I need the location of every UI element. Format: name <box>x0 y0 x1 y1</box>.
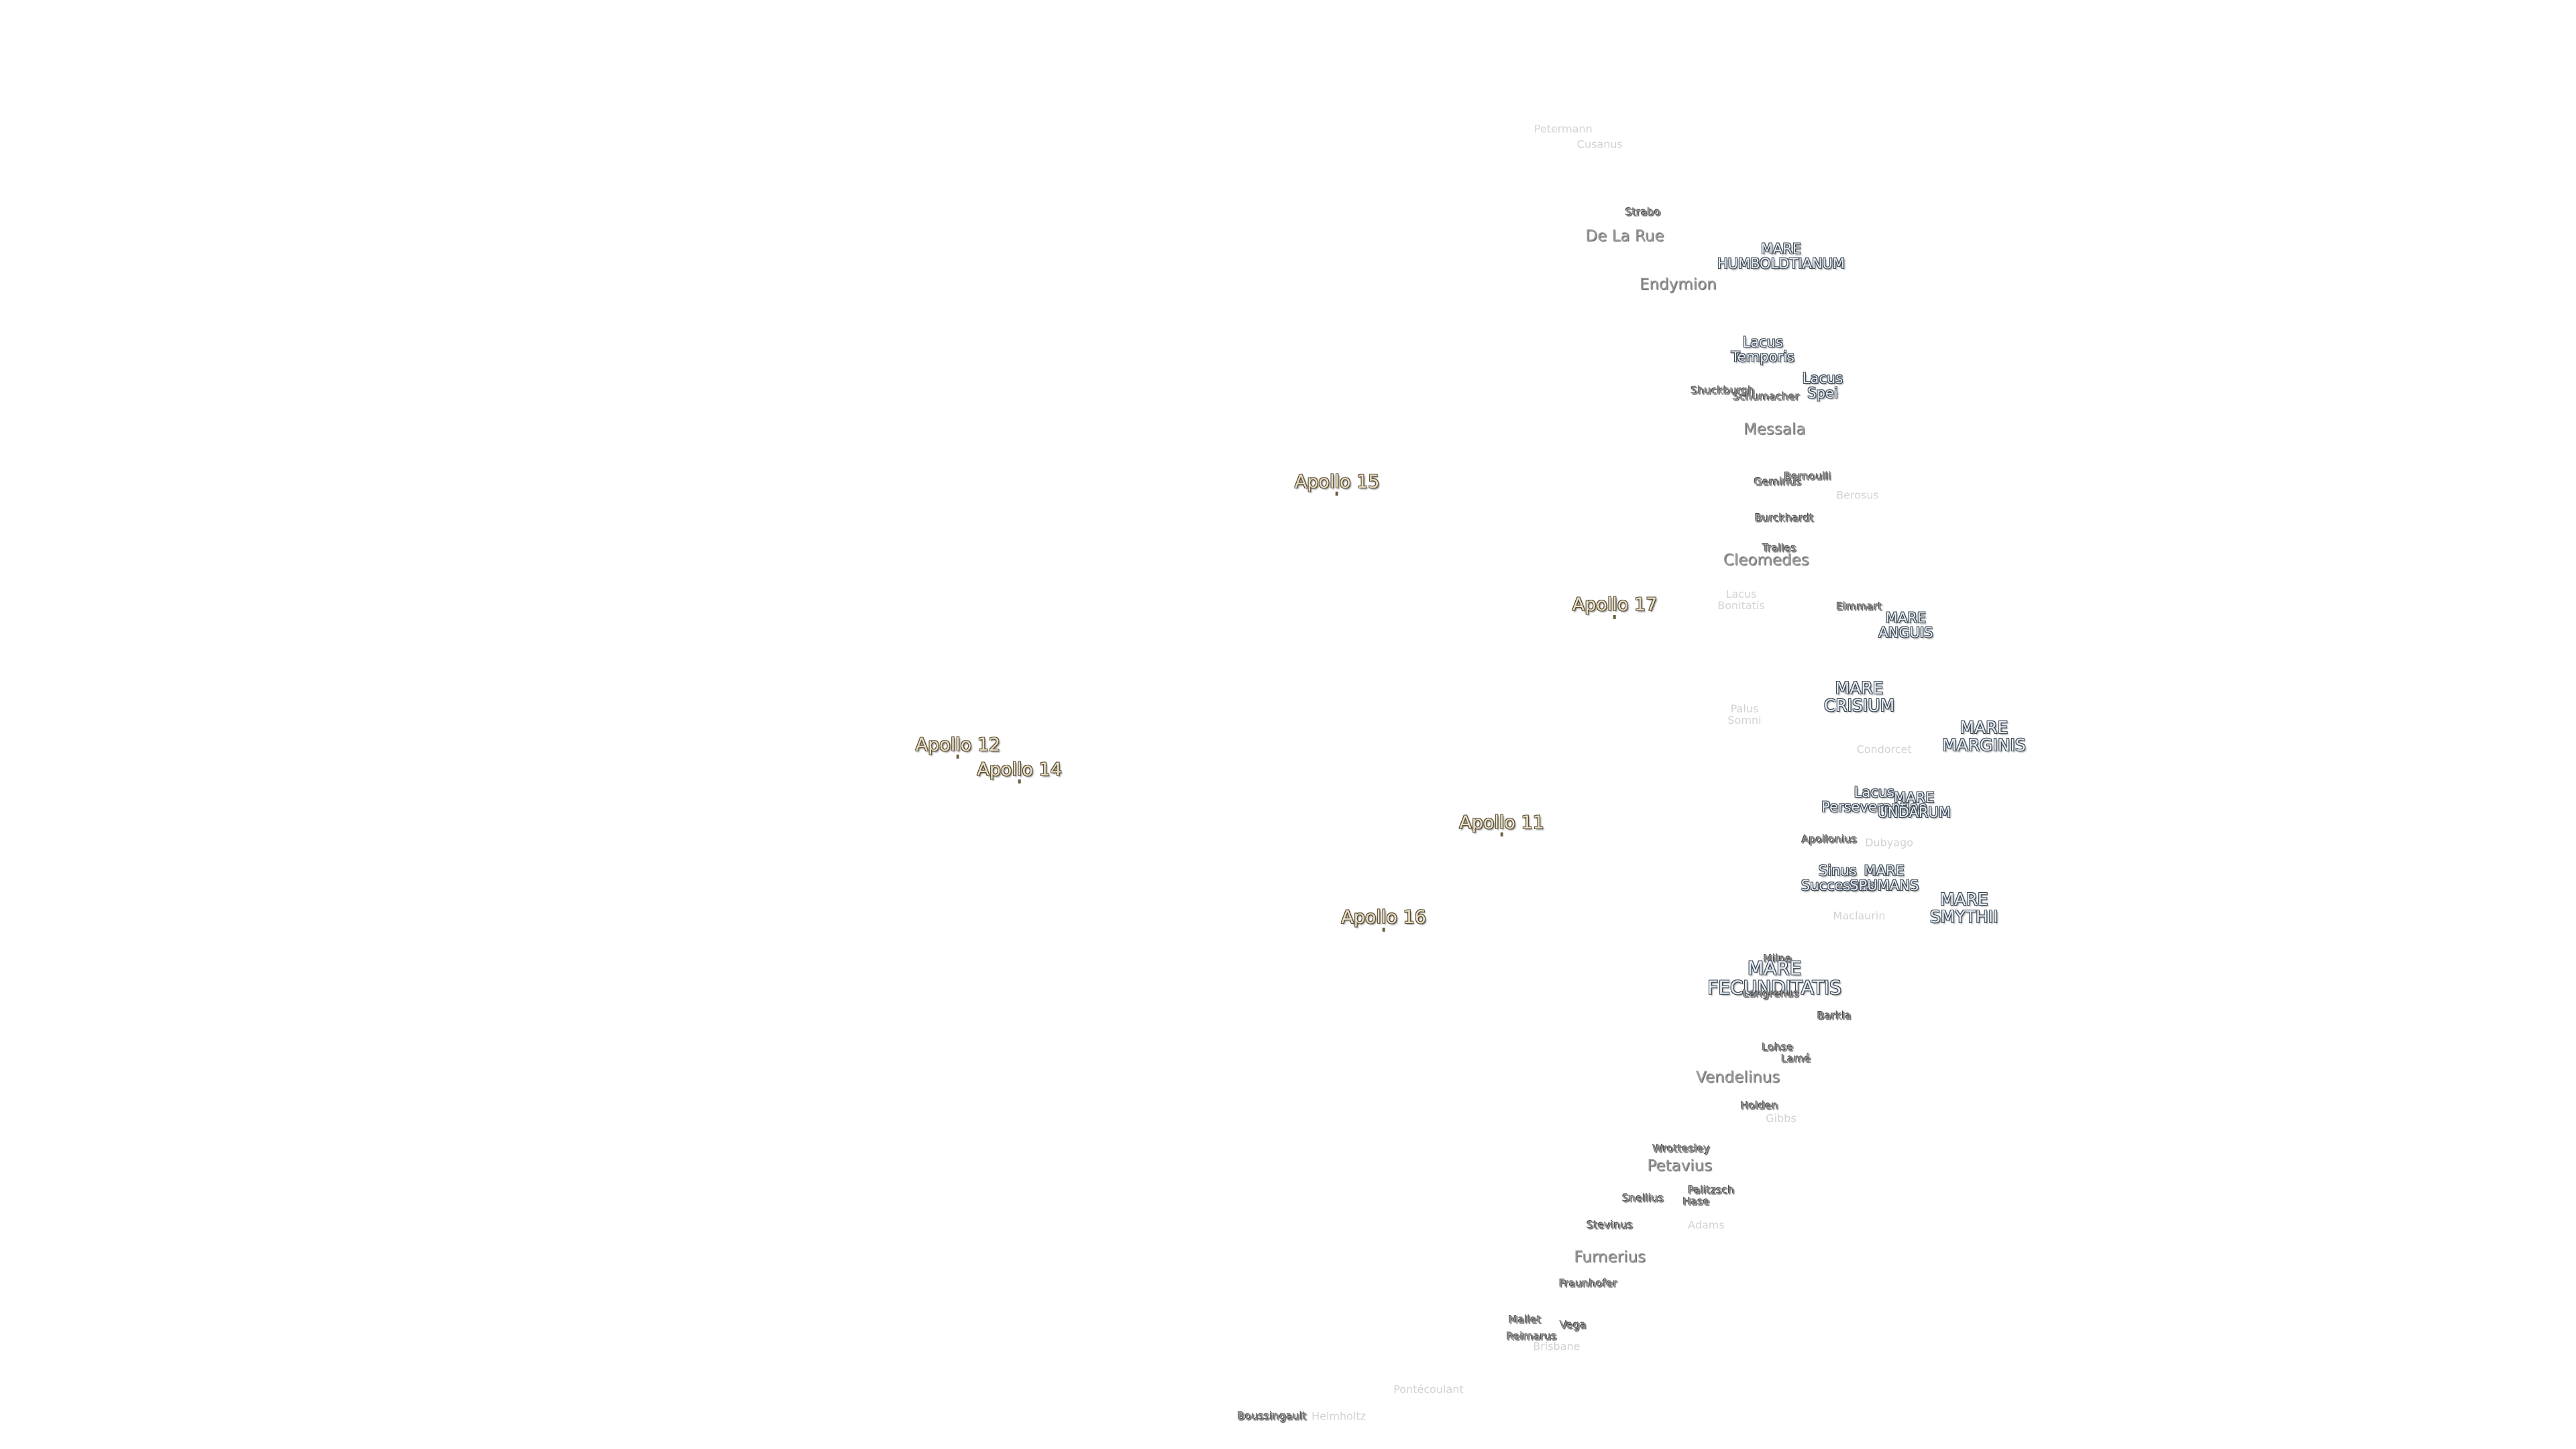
landing-site-label: Apollo 14 <box>977 759 1062 780</box>
mare-label: MARE ANGUIS <box>1878 610 1933 640</box>
label-line: HUMBOLDTIANUM <box>1717 255 1845 272</box>
mare-label: MARE SPUMANS <box>1849 863 1919 893</box>
label-line: Temporis <box>1731 348 1794 365</box>
crater-label: De La Rue <box>1585 227 1664 245</box>
label-line: MARE <box>1835 678 1884 698</box>
label-line: SMYTHII <box>1929 906 1998 926</box>
crater-label: Boussingault <box>1237 1409 1307 1423</box>
label-line: FECUNDITATIS <box>1707 976 1841 999</box>
crater-label: Dubyago <box>1865 836 1914 849</box>
label-line: Successus <box>1801 877 1874 894</box>
label-line: MARE <box>1894 789 1935 806</box>
crater-label: Lamé <box>1781 1052 1811 1065</box>
crater-label: Wrottesley <box>1652 1142 1711 1155</box>
label-line: Lacus <box>1854 784 1895 801</box>
landing-site-label: Apollo 12 <box>915 734 1001 755</box>
crater-label: Brisbane <box>1533 1340 1580 1353</box>
label-line: MARE <box>1885 610 1927 627</box>
crater-label: Cleomedes <box>1723 551 1809 570</box>
label-line: CRISIUM <box>1823 695 1895 715</box>
crater-label: Apollonius <box>1801 833 1858 846</box>
label-line: Lacus <box>1725 588 1757 601</box>
label-line: Bonitatis <box>1717 598 1765 612</box>
crater-label: Snellius <box>1622 1191 1664 1205</box>
landing-site-label: Apollo 16 <box>1341 907 1426 928</box>
mare-label: MARE SMYTHII <box>1930 890 1998 926</box>
crater-label: Petermann <box>1534 122 1593 136</box>
mare-label: MARE HUMBOLDTIANUM <box>1717 241 1845 271</box>
crater-label: Shuckburgh <box>1690 384 1755 397</box>
label-line: Perseverantiae <box>1821 799 1927 816</box>
crater-label: Burckhardt <box>1754 512 1814 525</box>
landing-site-label: Apollo 15 <box>1294 471 1380 492</box>
crater-label: Stevinus <box>1587 1218 1633 1232</box>
label-line: ANGUIS <box>1878 625 1933 641</box>
landing-site-label: Apollo 11 <box>1459 812 1544 833</box>
crater-label: Geminus <box>1754 475 1802 488</box>
crater-label: Berosus <box>1836 488 1879 502</box>
label-line: MARE <box>1760 240 1802 257</box>
crater-label: Strabo <box>1625 205 1661 219</box>
crater-label: Messala <box>1743 420 1806 438</box>
mare-label: MARE UNDARUM <box>1878 790 1951 820</box>
label-line: Lacus <box>1802 370 1843 387</box>
mare-label: Sinus Successus <box>1801 863 1874 893</box>
crater-label: Langrenus <box>1743 987 1799 1001</box>
mare-label: MARE CRISIUM <box>1824 679 1894 714</box>
crater-label: Mallet <box>1508 1313 1542 1326</box>
crater-label: Lohse <box>1762 1040 1794 1054</box>
crater-label: Cusanus <box>1576 138 1623 151</box>
mare-label: MARE MARGINIS <box>1942 717 2026 755</box>
crater-label: Fraunhofer <box>1559 1277 1617 1290</box>
label-line: MARGINIS <box>1942 735 2026 755</box>
label-line: Sinus <box>1818 862 1857 879</box>
crater-label: Lacus Bonitatis <box>1717 588 1765 612</box>
crater-label: Vendelinus <box>1695 1069 1780 1087</box>
mare-label: Lacus Temporis <box>1731 333 1794 365</box>
crater-label: Helmholtz <box>1311 1409 1366 1423</box>
crater-label: Endymion <box>1639 275 1717 293</box>
label-line: Palus <box>1730 702 1759 716</box>
crater-label: Hase <box>1682 1195 1710 1208</box>
label-line: UNDARUM <box>1877 804 1951 820</box>
label-line: MARE <box>1939 889 1988 909</box>
mare-label: Lacus Perseverantiae <box>1821 785 1927 814</box>
mare-label: MARE FECUNDITATIS <box>1707 958 1841 998</box>
landing-site-label: Apollo 17 <box>1572 594 1658 616</box>
crater-label: Reimarus <box>1506 1330 1557 1343</box>
crater-label: Maclaurin <box>1833 909 1886 922</box>
crater-label: Adams <box>1688 1218 1725 1232</box>
label-line: MARE <box>1960 717 2008 737</box>
crater-label: Vega <box>1560 1318 1587 1332</box>
crater-label: Holden <box>1740 1099 1778 1112</box>
crater-label: Petavius <box>1647 1157 1713 1175</box>
crater-label: Bernoulli <box>1784 470 1831 484</box>
crater-label: Tralles <box>1762 541 1796 555</box>
crater-label: Gibbs <box>1766 1112 1796 1125</box>
crater-label: Pontécoulant <box>1393 1383 1464 1397</box>
label-line: SPUMANS <box>1849 877 1919 894</box>
crater-label: Milne <box>1763 952 1792 965</box>
label-line: Somni <box>1727 713 1762 727</box>
crater-label: Schumacher <box>1732 390 1800 404</box>
crater-label: Eimmart <box>1836 600 1882 613</box>
label-line: MARE <box>1864 862 1904 879</box>
crater-label: Palitzsch <box>1688 1183 1735 1197</box>
crater-label: Barkla <box>1817 1009 1851 1022</box>
mare-label: Lacus Spei <box>1803 371 1843 400</box>
crater-label: Palus Somni <box>1727 702 1762 727</box>
crater-label: Condorcet <box>1856 743 1912 756</box>
label-line: MARE <box>1747 957 1802 979</box>
label-line: Lacus <box>1742 333 1783 350</box>
label-line: Spei <box>1807 385 1838 402</box>
crater-label: Furnerius <box>1574 1248 1646 1267</box>
